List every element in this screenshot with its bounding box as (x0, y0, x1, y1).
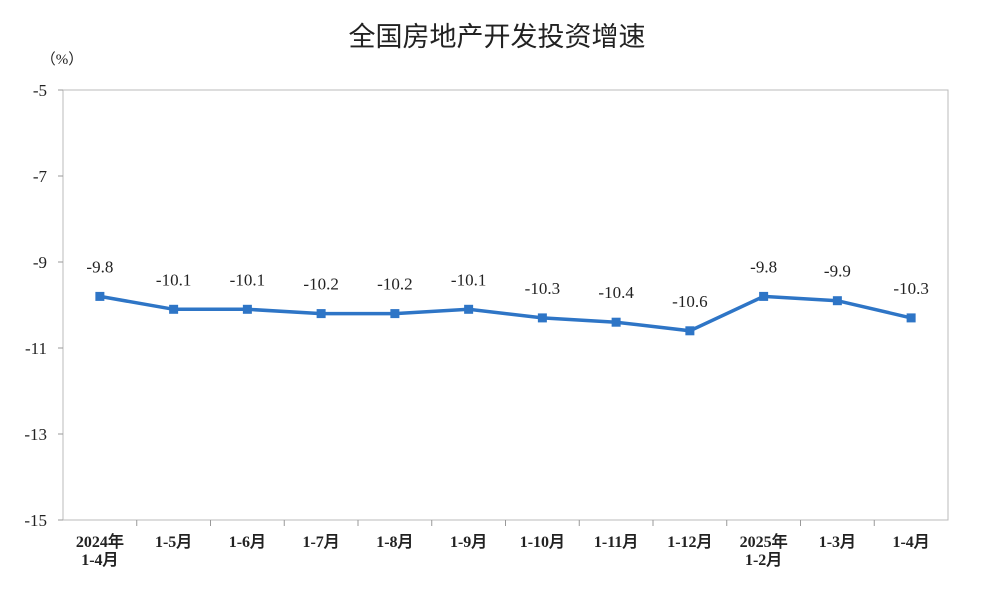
marker (832, 296, 842, 306)
y-unit: （%） (41, 51, 84, 68)
marker (169, 304, 179, 314)
y-tick-label: -9 (33, 253, 47, 272)
x-tick-label: 1-4月 (892, 534, 930, 551)
x-tick-label: 1-6月 (228, 534, 267, 551)
marker (537, 313, 547, 323)
y-tick-label: -5 (33, 81, 47, 100)
x-tick-label: 1-8月 (376, 534, 414, 551)
data-label: -10.3 (525, 279, 560, 298)
data-label: -10.3 (893, 279, 928, 298)
x-tick-label: 1-5月 (154, 534, 193, 551)
data-label: -10.2 (303, 275, 338, 294)
data-label: -10.1 (156, 270, 191, 289)
data-label: -10.6 (672, 292, 707, 311)
marker (685, 326, 695, 336)
x-tick-label: 1-9月 (449, 534, 488, 551)
marker (390, 309, 400, 319)
data-label: -10.1 (451, 270, 486, 289)
y-tick-label: -11 (25, 339, 47, 358)
marker (464, 304, 474, 314)
x-tick-label: 1-10月 (519, 534, 566, 551)
y-tick-label: -13 (24, 425, 47, 444)
data-label: -9.9 (824, 262, 851, 281)
marker (759, 291, 769, 301)
marker (316, 309, 326, 319)
data-label: -9.8 (750, 257, 777, 276)
x-tick-label: 1-7月 (302, 534, 340, 551)
x-tick-label: 2024年 1-4月 (75, 534, 124, 569)
marker (611, 317, 621, 327)
x-tick-label: 2025年 1-2月 (739, 534, 788, 569)
x-tick-label: 1-12月 (667, 534, 713, 551)
x-tick-label: 1-11月 (593, 534, 639, 551)
y-tick-label: -15 (24, 511, 47, 530)
data-label: -10.4 (598, 283, 634, 302)
data-label: -9.8 (86, 257, 113, 276)
marker (906, 313, 916, 323)
chart-title: 全国房地产开发投资增速 (349, 22, 646, 53)
plot-frame (62, 89, 949, 521)
marker (242, 304, 252, 314)
x-tick-label: 1-3月 (818, 534, 857, 551)
line (99, 294, 912, 333)
y-tick-label: -7 (33, 167, 48, 186)
data-label: -10.1 (230, 270, 265, 289)
marker (95, 291, 105, 301)
data-label: -10.2 (377, 275, 412, 294)
